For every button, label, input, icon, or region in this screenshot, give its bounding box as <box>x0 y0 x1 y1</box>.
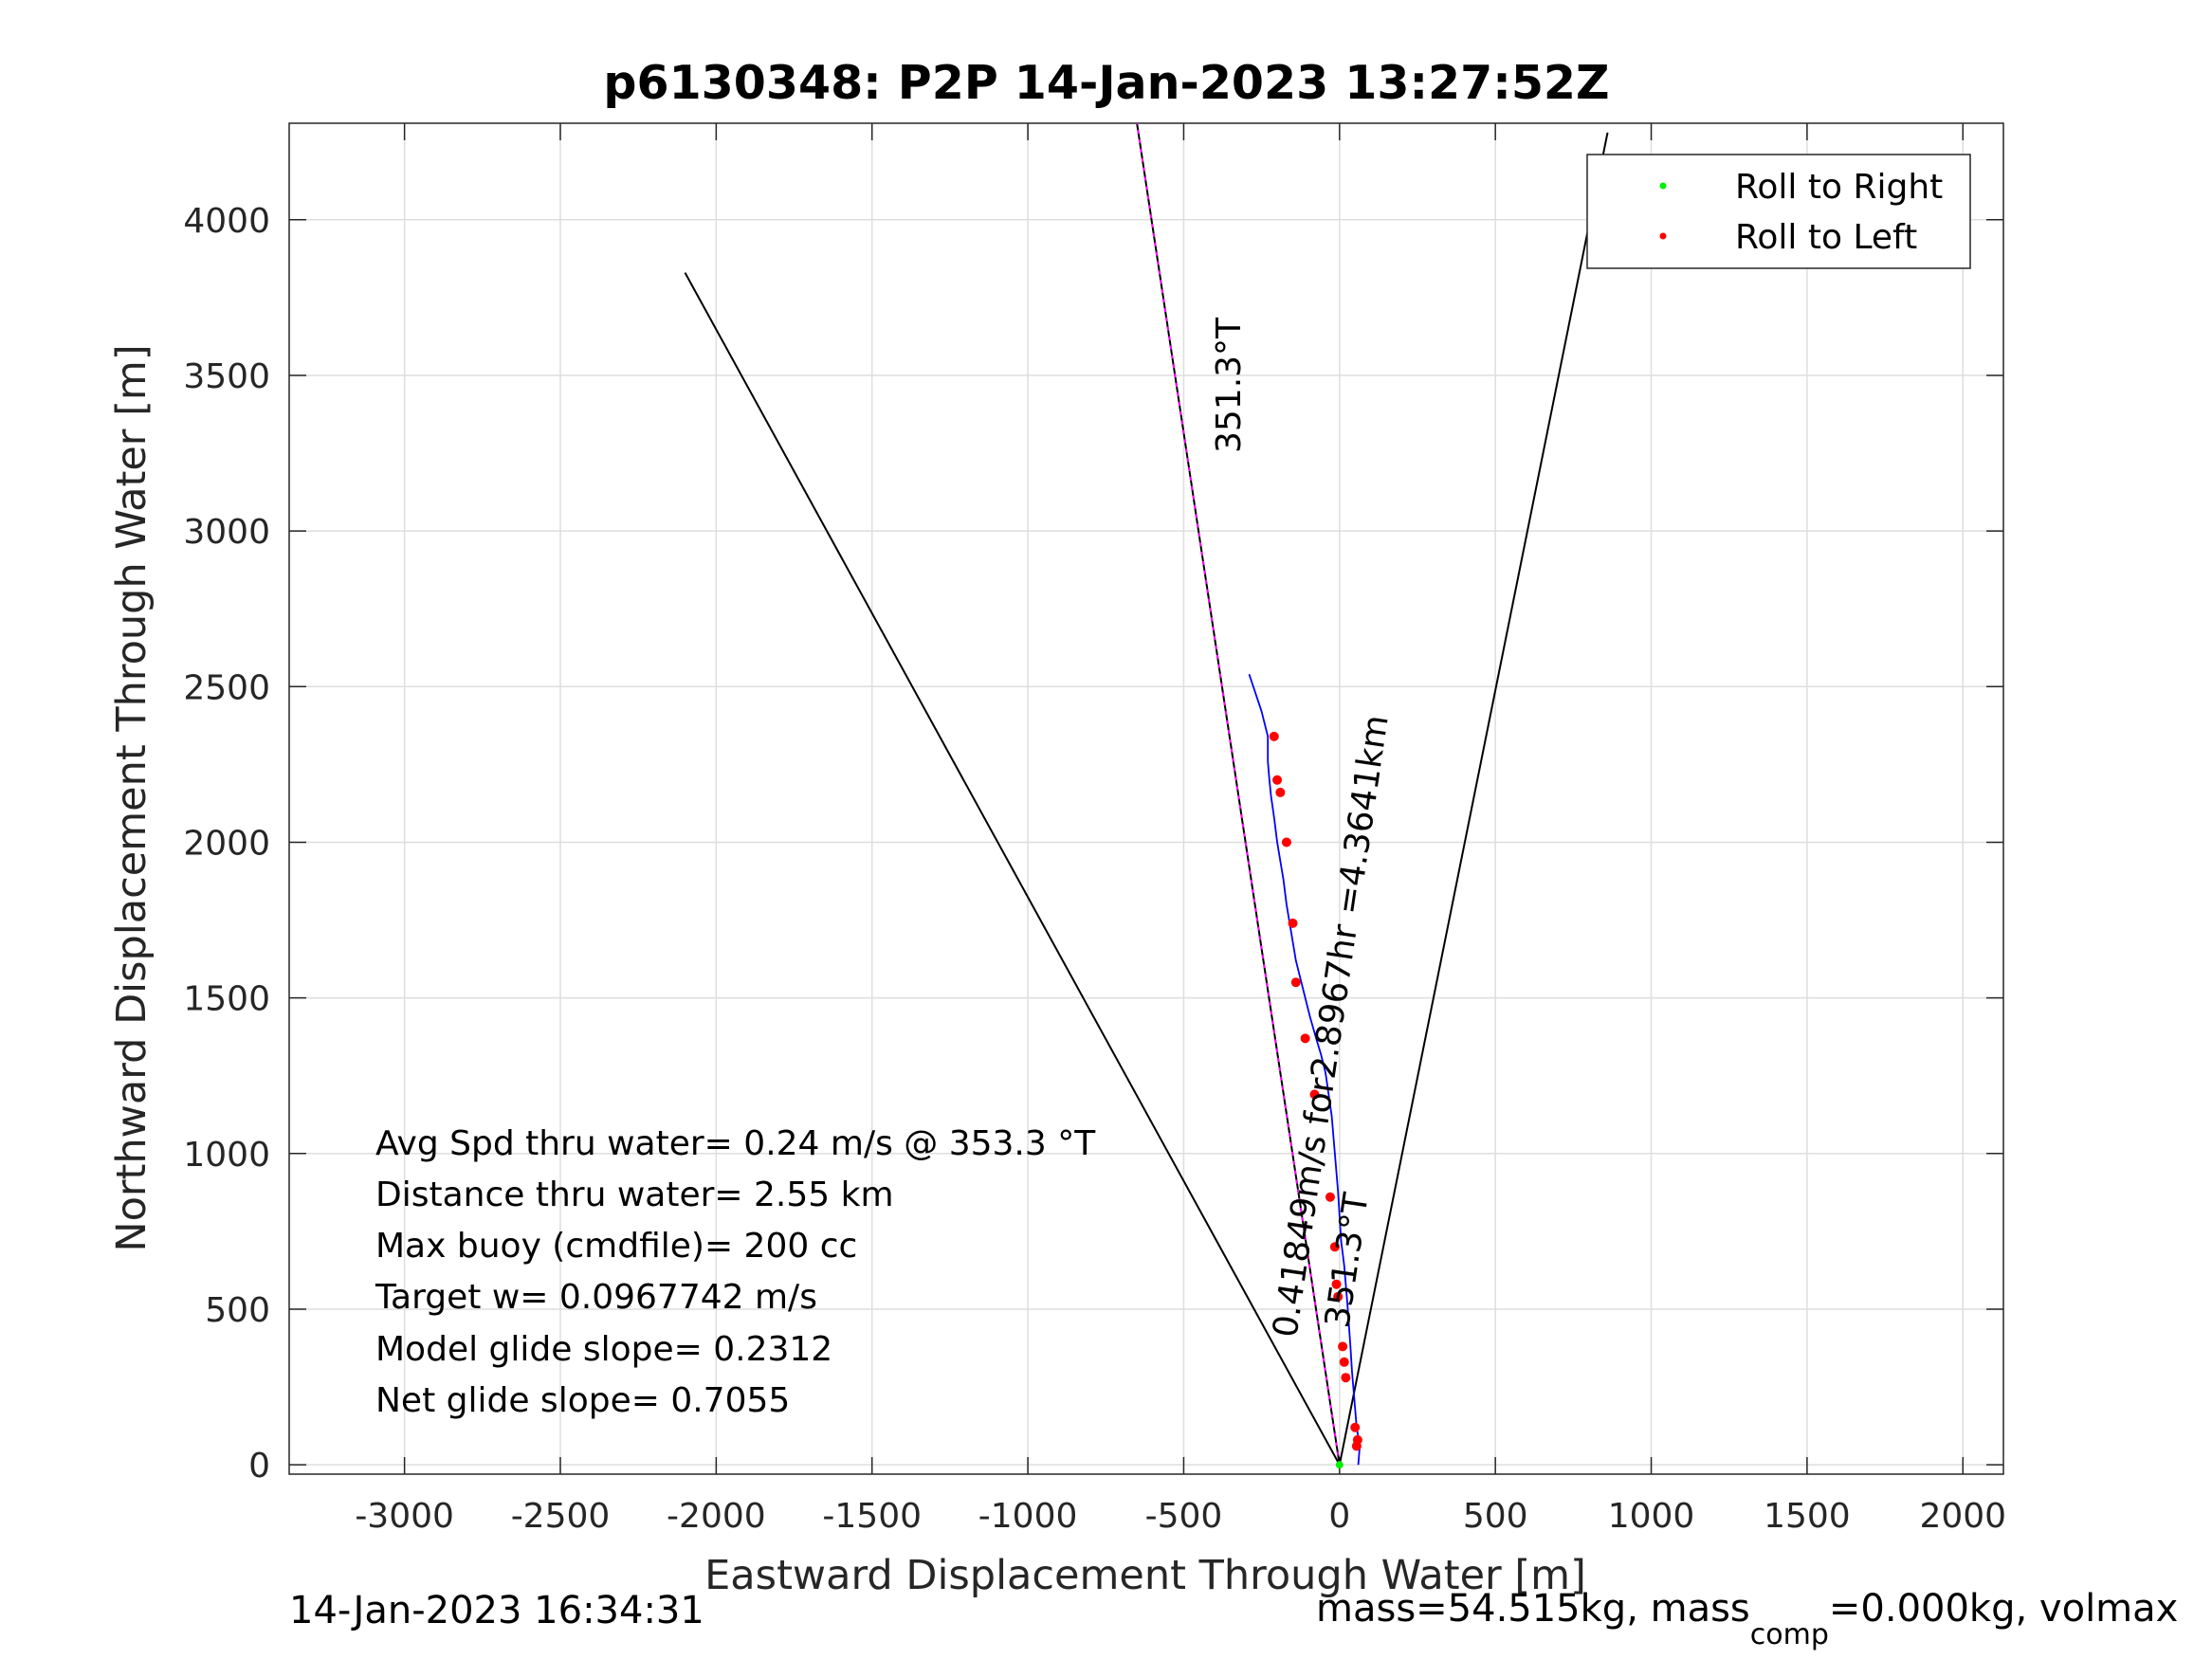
x-tick-label: -500 <box>1145 1497 1223 1536</box>
stats-block: Avg Spd thru water= 0.24 m/s @ 353.3 °T … <box>375 1124 1096 1420</box>
y-tick-label: 1500 <box>183 980 270 1019</box>
x-tick-label: 1500 <box>1764 1497 1851 1536</box>
y-tick-labels: 0 500 1000 1500 2000 2500 3000 3500 4000 <box>183 202 270 1486</box>
plot-frame <box>288 122 2004 1475</box>
roll-left-point <box>1269 731 1279 741</box>
legend-roll-right-label: Roll to Right <box>1735 168 1943 207</box>
line-west-bound <box>684 272 1341 1466</box>
y-tick-label: 500 <box>205 1291 270 1330</box>
x-tick-label: 1000 <box>1608 1497 1695 1536</box>
footer-mass-sub: comp <box>1750 1618 1829 1651</box>
track-series <box>1248 673 1362 1466</box>
roll-left-point <box>1300 1033 1310 1044</box>
x-tick-label: -3000 <box>355 1497 454 1536</box>
roll-left-point <box>1352 1434 1362 1445</box>
axis-ticks <box>289 123 2003 1474</box>
y-tick-label: 4000 <box>183 202 270 241</box>
line-heading-overlay <box>1136 122 1341 1466</box>
y-tick-label: 2500 <box>183 668 270 707</box>
roll-left-point <box>1272 775 1283 785</box>
legend-roll-left-label: Roll to Left <box>1735 218 1917 257</box>
y-tick-label: 0 <box>248 1447 270 1486</box>
y-tick-label: 1000 <box>183 1136 270 1175</box>
stat-distance: Distance thru water= 2.55 km <box>375 1176 894 1214</box>
x-tick-label: 2000 <box>1919 1497 2006 1536</box>
roll-left-point <box>1288 918 1298 928</box>
roll-left-point <box>1325 1192 1335 1202</box>
x-tick-label: -1500 <box>822 1497 922 1536</box>
stat-max-buoy: Max buoy (cmdfile)= 200 cc <box>375 1227 857 1266</box>
y-tick-label: 3000 <box>183 513 270 552</box>
footer-mass: mass=54.515kg, masscomp=0.000kg, volmax <box>1316 1587 2178 1651</box>
line-east-bound <box>1338 132 1609 1466</box>
roll-left-point <box>1350 1422 1361 1432</box>
roll-left-point <box>1281 837 1291 848</box>
stat-target-w: Target w= 0.0967742 m/s <box>375 1278 817 1317</box>
x-tick-labels: -3000 -2500 -2000 -1500 -1000 -500 0 500 1000 150… <box>355 1497 2006 1536</box>
track-line <box>1248 673 1362 1466</box>
x-tick-label: -2500 <box>511 1497 611 1536</box>
roll-left-point <box>1331 1279 1342 1289</box>
stat-avg-speed: Avg Spd thru water= 0.24 m/s @ 353.3 °T <box>375 1124 1096 1163</box>
stat-net-glide: Net glide slope= 0.7055 <box>375 1381 790 1420</box>
roll-left-point <box>1341 1373 1351 1383</box>
legend-box <box>1586 154 1971 269</box>
roll-left-point <box>1329 1242 1340 1252</box>
x-axis-label: Eastward Displacement Through Water [m] <box>704 1552 1586 1599</box>
roll-points <box>1269 731 1362 1469</box>
legend-roll-right-marker <box>1659 182 1667 190</box>
y-tick-label: 3500 <box>183 357 270 396</box>
roll-left-point <box>1309 1089 1320 1100</box>
heading-label: 351.3°T <box>1210 317 1249 453</box>
x-tick-label: 500 <box>1463 1497 1528 1536</box>
y-axis-label: Northward Displacement Through Water [m] <box>108 344 155 1251</box>
roll-left-point <box>1333 1291 1344 1302</box>
legend: Roll to Right Roll to Left <box>1586 154 1971 269</box>
legend-roll-left-marker <box>1659 232 1667 240</box>
footer-mass-prefix: mass=54.515kg, mass <box>1316 1587 1750 1631</box>
x-tick-label: -1000 <box>978 1497 1078 1536</box>
footer-timestamp: 14-Jan-2023 16:34:31 <box>289 1589 704 1632</box>
footer-mass-suffix: =0.000kg, volmax <box>1829 1587 2178 1631</box>
x-tick-label: -2000 <box>667 1497 766 1536</box>
chart-title: p6130348: P2P 14-Jan-2023 13:27:52Z <box>603 56 1609 110</box>
roll-left-point <box>1275 787 1286 797</box>
roll-right-point <box>1335 1461 1344 1469</box>
roll-left-point <box>1338 1341 1348 1352</box>
roll-left-point <box>1339 1357 1349 1367</box>
x-tick-label: 0 <box>1328 1497 1350 1536</box>
roll-left-point <box>1290 977 1301 988</box>
reference-lines <box>684 122 1609 1466</box>
stat-model-glide: Model glide slope= 0.2312 <box>375 1330 832 1369</box>
y-tick-label: 2000 <box>183 824 270 863</box>
